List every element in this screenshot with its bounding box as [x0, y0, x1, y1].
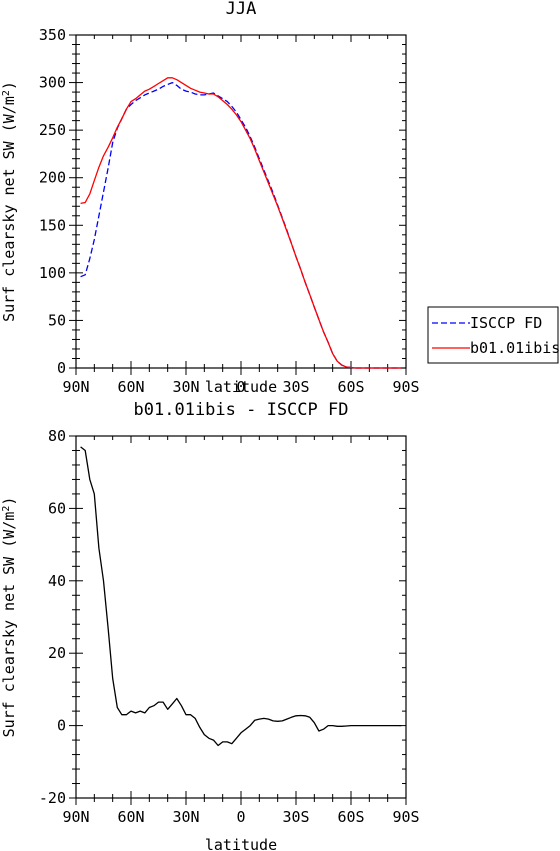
y-tick-label: 20 — [48, 644, 66, 662]
y-axis-label: Surf clearsky net SW (W/m2) — [0, 497, 18, 738]
y-tick-label: 50 — [48, 311, 66, 329]
x-tick-label: 0 — [236, 808, 245, 826]
x-tick-label: 90S — [392, 808, 419, 826]
x-tick-label: 60S — [337, 378, 364, 396]
y-tick-label: 60 — [48, 499, 66, 517]
bottom-panel: -20 0 20 40 60 80 90N 60N 30N 0 30S 60S 90S b01.01ibi… — [0, 400, 420, 851]
x-tick-label: 30N — [172, 808, 199, 826]
x-tick-label: 60N — [117, 378, 144, 396]
y-tick-label: -20 — [39, 789, 66, 807]
y-tick-label: 100 — [39, 264, 66, 282]
x-tick-label: 60S — [337, 808, 364, 826]
x-tick-label: 30S — [282, 378, 309, 396]
top-panel: 0 50 100 150 200 250 300 350 90N 60N 30N 0 30S 60S 90S… — [0, 0, 420, 396]
legend: ISCCP FD b01.01ibis — [427, 306, 560, 364]
x-tick-label: 60N — [117, 808, 144, 826]
y-tick-label: 250 — [39, 121, 66, 139]
series-line-isccp-fd — [80, 81, 402, 369]
chart-title: JJA — [226, 0, 257, 19]
series-line — [80, 446, 402, 747]
chart-title: b01.01ibis - ISCCP FD — [134, 400, 349, 420]
x-tick-label: 30N — [172, 378, 199, 396]
legend-box — [427, 306, 559, 364]
legend-label: ISCCP FD — [470, 314, 542, 332]
y-tick-label: 350 — [39, 26, 66, 44]
x-tick-label: 0 — [236, 378, 245, 396]
x-tick-label: 30S — [282, 808, 309, 826]
plot-frame — [75, 435, 407, 799]
series-line-b01-01ibis — [80, 77, 402, 369]
x-tick-label: 90S — [392, 378, 419, 396]
x-tick-label: 90N — [62, 378, 89, 396]
legend-label: b01.01ibis — [470, 339, 560, 357]
y-tick-label: 80 — [48, 427, 66, 445]
y-tick-label: 150 — [39, 216, 66, 234]
y-tick-label: 300 — [39, 74, 66, 92]
y-tick-label: 0 — [57, 359, 66, 377]
x-tick-label: 90N — [62, 808, 89, 826]
plot-frame — [75, 34, 407, 369]
x-axis-label: latitude — [205, 378, 277, 396]
y-tick-label: 40 — [48, 572, 66, 590]
y-tick-label: 0 — [57, 717, 66, 735]
y-axis-label: Surf clearsky net SW (W/m2) — [0, 81, 18, 322]
y-tick-label: 200 — [39, 169, 66, 187]
x-axis-label: latitude — [205, 836, 277, 851]
